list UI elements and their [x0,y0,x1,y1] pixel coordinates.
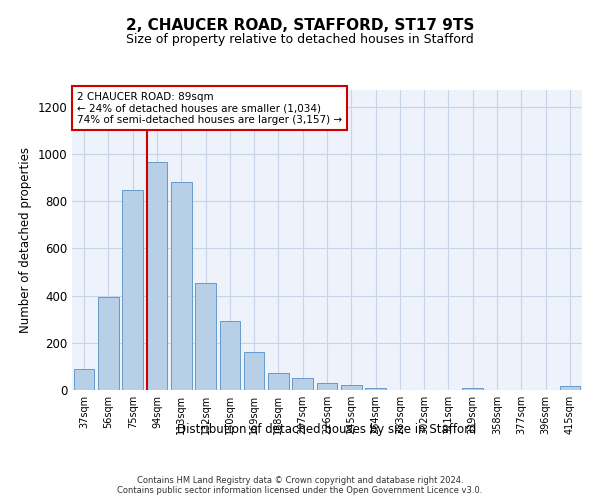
Text: 2 CHAUCER ROAD: 89sqm
← 24% of detached houses are smaller (1,034)
74% of semi-d: 2 CHAUCER ROAD: 89sqm ← 24% of detached … [77,92,342,124]
Bar [74,368,94,390]
Text: Contains HM Land Registry data © Crown copyright and database right 2024.
Contai: Contains HM Land Registry data © Crown c… [118,476,482,495]
Bar [463,388,483,390]
Bar [292,378,313,390]
Bar [122,190,143,390]
Bar [560,386,580,390]
Bar [195,282,216,390]
Bar [365,388,386,390]
Bar [171,182,191,390]
Bar [146,162,167,390]
Bar [341,385,362,390]
Y-axis label: Number of detached properties: Number of detached properties [19,147,32,333]
Bar [317,383,337,390]
Bar [98,296,119,390]
Bar [244,352,265,390]
Bar [220,322,240,390]
Text: Distribution of detached houses by size in Stafford: Distribution of detached houses by size … [178,422,476,436]
Bar [268,374,289,390]
Text: Size of property relative to detached houses in Stafford: Size of property relative to detached ho… [126,32,474,46]
Text: 2, CHAUCER ROAD, STAFFORD, ST17 9TS: 2, CHAUCER ROAD, STAFFORD, ST17 9TS [126,18,474,32]
